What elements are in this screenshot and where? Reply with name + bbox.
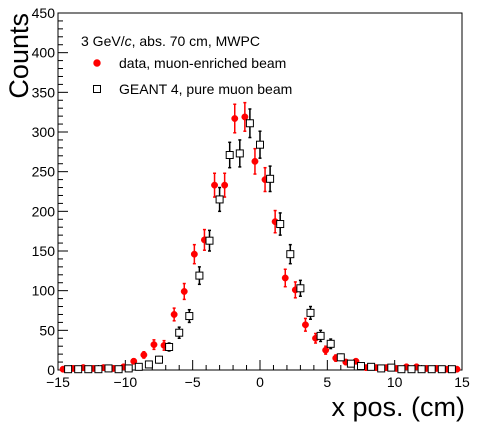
data-point-square <box>155 355 163 364</box>
data-point-square <box>346 359 355 368</box>
x-tick-label: −15 <box>46 374 70 390</box>
data-point-square <box>427 365 436 374</box>
data-point-square <box>296 284 305 293</box>
data-point-circle <box>211 181 219 189</box>
data-point-circle <box>150 341 158 349</box>
data-point-circle <box>180 288 188 295</box>
x-axis-title: x pos. (cm) <box>331 392 465 422</box>
legend: 3 GeV/c, abs. 70 cm, MWPC data, muon-enri… <box>81 33 292 97</box>
x-tick-label: −10 <box>113 374 137 390</box>
data-point-square <box>104 364 113 373</box>
data-point-circle <box>302 321 309 329</box>
data-point-square <box>144 360 153 369</box>
data-point-square <box>94 365 103 374</box>
data-point-square <box>205 236 214 245</box>
x-tick-label: 15 <box>454 374 470 390</box>
y-tick-label: 50 <box>39 322 55 338</box>
data-point-square <box>417 365 426 374</box>
data-point-square <box>447 365 456 374</box>
data-point-square <box>215 195 224 204</box>
series-2 <box>64 108 456 374</box>
data-point-square <box>407 365 416 374</box>
legend-label: data, muon-enriched beam <box>119 55 286 71</box>
data-point-square <box>185 312 194 321</box>
legend-label: GEANT 4, pure muon beam <box>119 81 292 97</box>
data-point-square <box>195 271 204 280</box>
y-axis-title: Counts <box>4 13 34 99</box>
y-tick-label: 200 <box>32 203 56 219</box>
data-point-circle <box>322 346 330 354</box>
data-point-square <box>175 328 184 337</box>
y-tick-label: 400 <box>32 45 56 61</box>
data-point-circle <box>241 113 249 121</box>
legend-header-part: , abs. 70 cm, MWPC <box>132 33 260 49</box>
x-tick-label: 0 <box>256 374 264 390</box>
x-tick-label: 10 <box>387 374 403 390</box>
data-point-square <box>377 364 386 373</box>
data-point-square <box>114 365 123 374</box>
data-point-circle <box>140 351 148 359</box>
data-point-circle <box>221 181 229 189</box>
data-point-square <box>84 365 93 374</box>
data-point-square <box>276 220 285 229</box>
data-point-circle <box>190 250 198 258</box>
data-point-square <box>397 365 406 374</box>
data-point-square <box>306 308 315 317</box>
legend-header-part: 3 GeV/ <box>81 33 125 49</box>
data-point-square <box>336 353 345 362</box>
data-point-square <box>124 364 133 373</box>
data-points <box>59 101 461 374</box>
legend-header: 3 GeV/c, abs. 70 cm, MWPC <box>81 33 260 49</box>
data-point-circle <box>281 274 289 282</box>
data-point-square <box>74 365 83 374</box>
x-tick-label: 5 <box>323 374 331 390</box>
data-point-square <box>357 362 365 371</box>
legend-marker-circle <box>93 59 101 67</box>
y-tick-label: 350 <box>32 84 56 100</box>
data-point-circle <box>251 157 259 165</box>
data-point-square <box>64 365 73 374</box>
data-point-square <box>165 342 174 351</box>
data-point-square <box>437 365 446 374</box>
y-tick-label: 250 <box>32 164 56 180</box>
legend-header-part: c <box>125 33 132 49</box>
data-point-square <box>367 362 376 371</box>
axis-ticks: −15 −10 −5 0 5 10 1505010015020025030035040045… <box>32 5 470 390</box>
data-point-square <box>326 339 335 348</box>
data-point-square <box>316 331 325 340</box>
data-point-square <box>286 250 295 259</box>
legend-marker-square <box>93 85 101 93</box>
y-tick-label: 100 <box>32 283 56 299</box>
data-point-square <box>266 174 275 183</box>
y-tick-label: 300 <box>32 124 56 140</box>
data-point-square <box>225 151 234 160</box>
data-point-square <box>134 362 143 371</box>
data-point-circle <box>231 115 239 122</box>
y-tick-label: 0 <box>47 362 55 378</box>
data-point-square <box>387 363 396 372</box>
data-point-circle <box>170 311 178 318</box>
data-point-square <box>235 149 244 158</box>
data-point-square <box>245 119 254 128</box>
axis-titles: Counts x pos. (cm) <box>4 13 465 422</box>
y-tick-label: 150 <box>32 243 56 259</box>
x-tick-label: −5 <box>185 374 201 390</box>
data-point-square <box>256 140 264 149</box>
y-tick-label: 450 <box>32 5 56 21</box>
